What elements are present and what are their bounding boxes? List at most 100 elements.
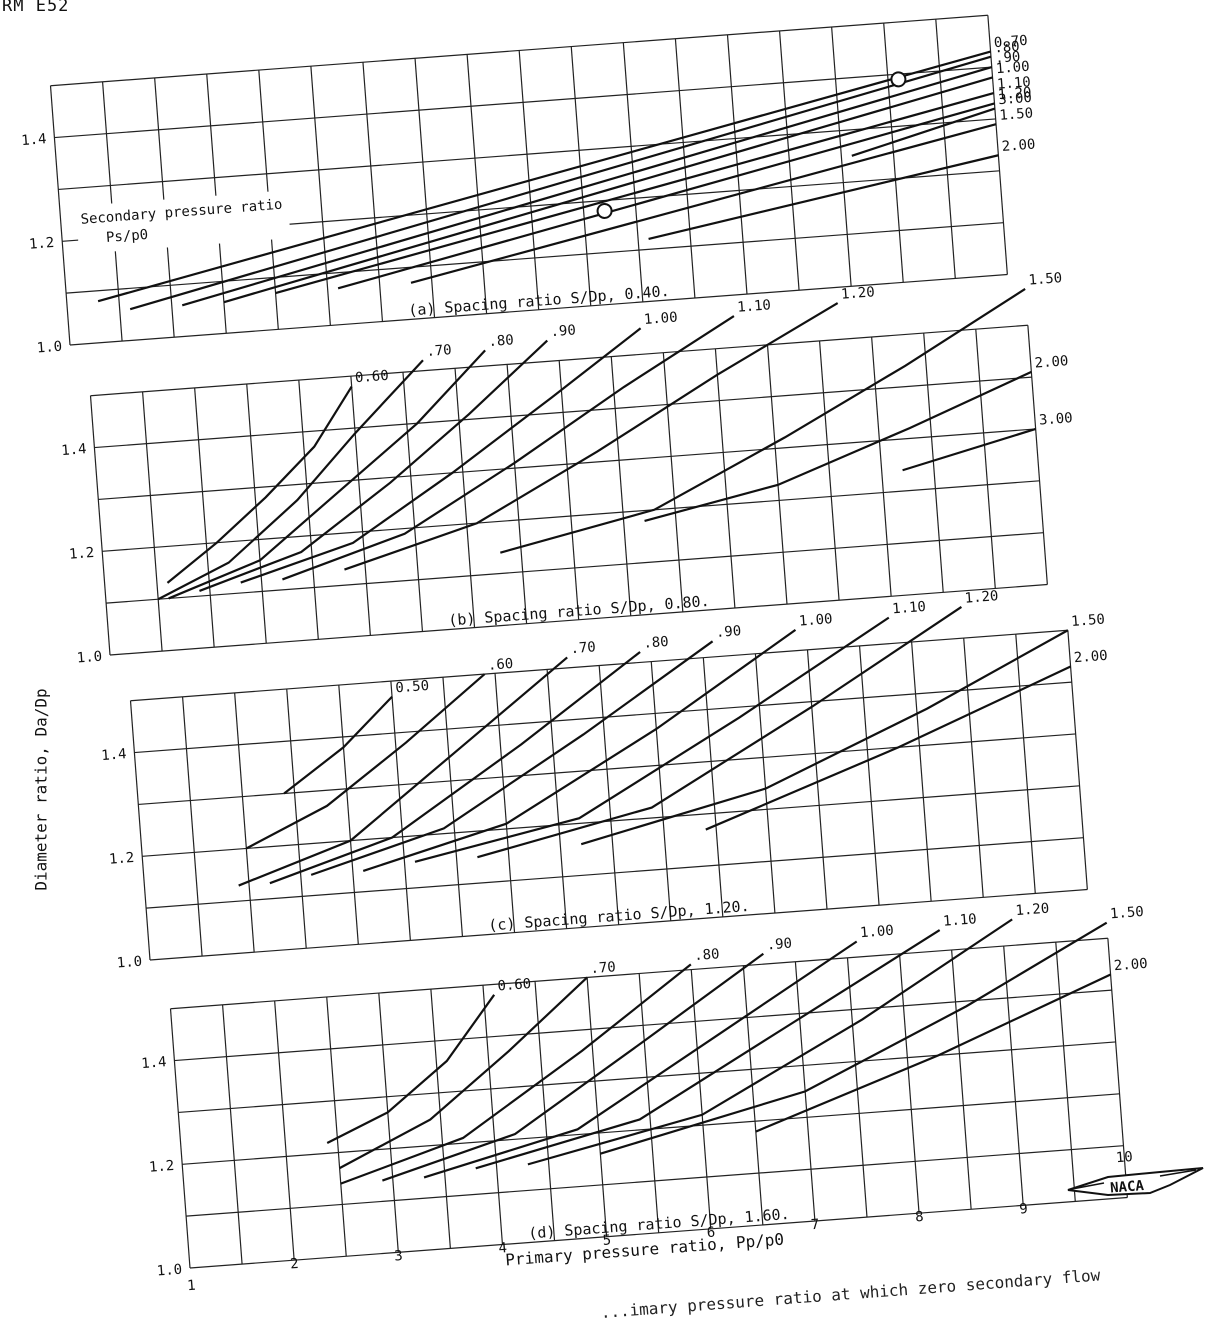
- x-tick-label: 5: [602, 1232, 612, 1249]
- grid-line-vertical: [818, 340, 840, 601]
- grid-line-horizontal: [146, 837, 1084, 909]
- series-line: [326, 994, 496, 1144]
- series-line: [382, 952, 764, 1182]
- grid-line-vertical: [390, 681, 411, 941]
- series-line: [129, 55, 992, 311]
- grid-line-vertical: [963, 638, 984, 898]
- grid-line-vertical: [598, 665, 620, 925]
- series-label: 2.00: [1073, 648, 1108, 666]
- grid-line-horizontal: [54, 66, 992, 139]
- series-label: .90: [995, 49, 1021, 67]
- x-tick-label: 2: [290, 1256, 300, 1273]
- grid-line-horizontal: [189, 1196, 1128, 1269]
- x-tick-label: 10: [1115, 1149, 1133, 1166]
- series-line: [282, 315, 735, 581]
- series-line: [269, 651, 641, 885]
- grid-line-vertical: [586, 977, 608, 1237]
- grid-line-horizontal: [149, 888, 1088, 961]
- grid-line-vertical: [951, 949, 972, 1210]
- series-label: 1.50: [999, 105, 1034, 123]
- grid-line-vertical: [141, 391, 163, 652]
- series-line: [648, 154, 999, 240]
- series-line: [275, 91, 995, 295]
- x-tick-label: 6: [706, 1225, 716, 1242]
- series-line: [168, 349, 486, 600]
- grid-line-horizontal: [138, 733, 1076, 806]
- series-label: .80: [488, 332, 514, 350]
- grid: [129, 629, 1088, 961]
- grid-line-vertical: [1055, 942, 1076, 1202]
- series-label: 2.00: [1034, 353, 1069, 371]
- series-line: [705, 665, 1072, 831]
- series-line: [97, 50, 991, 303]
- grid-line-vertical: [89, 395, 111, 656]
- y-tick-label: 1.2: [148, 1158, 174, 1176]
- grid-line-horizontal: [50, 14, 988, 87]
- naca-logo-text: NACA: [1110, 1178, 1145, 1197]
- series-line: [157, 359, 424, 601]
- y-tick-label: 1.0: [156, 1262, 182, 1280]
- grid-line-vertical: [129, 700, 151, 961]
- grid-line-vertical: [846, 957, 868, 1218]
- series-label: .80: [694, 946, 720, 964]
- y-tick-label: 1.0: [76, 649, 102, 667]
- grid-line-vertical: [338, 685, 359, 945]
- panel-d: 1.0 1.2 1.4 1 2 3 4 5 6 7 8 9 10 0.60 .70 .80 .90 1.00 1.1…: [141, 901, 1149, 1295]
- series-label: .70: [570, 639, 596, 657]
- series-label: .80: [994, 39, 1020, 57]
- series-label: 1.10: [996, 74, 1031, 92]
- series-line: [199, 339, 549, 592]
- grid-line-vertical: [923, 333, 944, 593]
- grid-line-vertical: [378, 993, 399, 1253]
- grid-line-vertical: [362, 62, 384, 322]
- panel-title: (a) Spacing ratio S/Dp, 0.40.: [408, 282, 671, 320]
- grid-line-vertical: [1015, 634, 1036, 894]
- series-line: [362, 628, 797, 873]
- grid-line-vertical: [975, 329, 996, 589]
- y-tick-label: 1.2: [68, 545, 94, 563]
- grid-line-vertical: [610, 356, 632, 616]
- grid-line-horizontal: [102, 480, 1040, 552]
- grid-line-horizontal: [130, 629, 1068, 702]
- y-tick-label: 1.2: [28, 235, 54, 253]
- grid: [169, 937, 1128, 1269]
- grid-line-vertical: [714, 348, 736, 609]
- series-line: [527, 918, 1013, 1166]
- grid-line-horizontal: [186, 1145, 1124, 1217]
- y-tick-label: 1.2: [108, 850, 134, 868]
- x-tick-label: 3: [394, 1248, 404, 1265]
- x-tick-label: 9: [1019, 1201, 1029, 1218]
- series-line: [339, 976, 588, 1170]
- grid-line-horizontal: [58, 118, 996, 191]
- series-line: [600, 921, 1108, 1155]
- panel-a: 1.01.21.40.70.80.901.001.101.201.502.003…: [21, 14, 1036, 356]
- grid-line-horizontal: [106, 532, 1044, 604]
- grid-line-vertical: [1027, 325, 1048, 585]
- series-label: .70: [590, 959, 616, 977]
- grid-line-vertical: [286, 688, 307, 949]
- series-label: 1.10: [737, 297, 772, 315]
- series-line: [223, 76, 993, 304]
- grid-line-vertical: [49, 85, 71, 346]
- grid-line-vertical: [221, 1004, 243, 1265]
- series-line: [344, 302, 839, 571]
- grid-line-vertical: [662, 352, 684, 612]
- series-label: .90: [550, 322, 576, 340]
- grid-line-horizontal: [134, 681, 1072, 754]
- series-line: [414, 616, 890, 863]
- series-label: .90: [715, 623, 741, 641]
- series-line: [423, 940, 858, 1179]
- grid-line-vertical: [690, 969, 712, 1229]
- grid-line-vertical: [298, 380, 319, 640]
- grid-line-horizontal: [174, 989, 1112, 1062]
- grid-line-vertical: [766, 344, 788, 605]
- series-line: [477, 606, 963, 859]
- y-tick-label: 1.4: [101, 746, 127, 764]
- grid-line-vertical: [430, 989, 451, 1249]
- grid-line-vertical: [274, 1000, 295, 1261]
- grid-line-vertical: [1107, 938, 1128, 1198]
- series-line: [337, 102, 995, 290]
- grid-line-vertical: [1003, 946, 1024, 1206]
- series-label: 1.00: [860, 923, 895, 941]
- grid-line-vertical: [558, 360, 580, 620]
